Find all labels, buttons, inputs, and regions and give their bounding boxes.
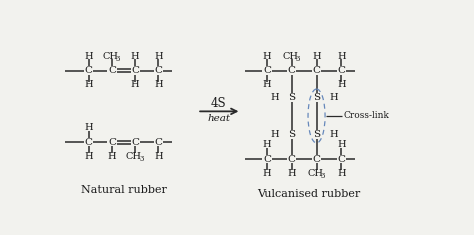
- Text: H: H: [337, 169, 346, 178]
- Text: C: C: [288, 155, 296, 164]
- Text: heat: heat: [208, 114, 230, 123]
- Text: 3: 3: [116, 55, 120, 63]
- Text: H: H: [263, 169, 271, 178]
- Text: 3: 3: [139, 155, 144, 163]
- Text: C: C: [155, 138, 163, 147]
- Text: H: H: [263, 80, 271, 89]
- Text: H: H: [337, 140, 346, 149]
- Text: C: C: [312, 66, 320, 75]
- Text: H: H: [154, 80, 163, 89]
- Text: H: H: [131, 80, 139, 89]
- Text: S: S: [313, 130, 320, 139]
- Text: H: H: [329, 130, 338, 139]
- Text: CH: CH: [282, 52, 298, 61]
- Text: C: C: [108, 138, 116, 147]
- Text: C: C: [337, 155, 346, 164]
- Text: H: H: [154, 52, 163, 61]
- Text: H: H: [270, 93, 279, 102]
- Text: H: H: [337, 52, 346, 61]
- Text: 3: 3: [296, 55, 300, 63]
- Text: Natural rubber: Natural rubber: [81, 185, 166, 195]
- Text: 3: 3: [320, 172, 325, 180]
- Text: H: H: [312, 52, 321, 61]
- Text: H: H: [263, 52, 271, 61]
- Text: H: H: [131, 52, 139, 61]
- Text: C: C: [155, 66, 163, 75]
- Text: C: C: [85, 138, 93, 147]
- Text: Cross-link: Cross-link: [344, 111, 390, 121]
- Text: H: H: [84, 123, 93, 132]
- Text: H: H: [337, 80, 346, 89]
- Text: C: C: [337, 66, 346, 75]
- Text: C: C: [85, 66, 93, 75]
- Text: CH: CH: [102, 52, 118, 61]
- Text: CH: CH: [307, 169, 323, 178]
- Text: S: S: [313, 93, 320, 102]
- Text: H: H: [270, 130, 279, 139]
- Text: C: C: [131, 138, 139, 147]
- Text: H: H: [84, 52, 93, 61]
- Text: C: C: [131, 66, 139, 75]
- Text: H: H: [329, 93, 338, 102]
- Text: H: H: [84, 80, 93, 89]
- Text: C: C: [312, 155, 320, 164]
- Text: H: H: [287, 169, 296, 178]
- Text: H: H: [108, 152, 116, 161]
- Text: Vulcanised rubber: Vulcanised rubber: [257, 189, 360, 199]
- Text: 4S: 4S: [211, 97, 227, 110]
- Text: C: C: [263, 155, 271, 164]
- Text: H: H: [84, 152, 93, 161]
- Text: C: C: [288, 66, 296, 75]
- Text: C: C: [108, 66, 116, 75]
- Text: H: H: [263, 140, 271, 149]
- Text: CH: CH: [126, 152, 142, 161]
- Text: C: C: [263, 66, 271, 75]
- Text: H: H: [154, 152, 163, 161]
- Text: S: S: [288, 130, 295, 139]
- Text: S: S: [288, 93, 295, 102]
